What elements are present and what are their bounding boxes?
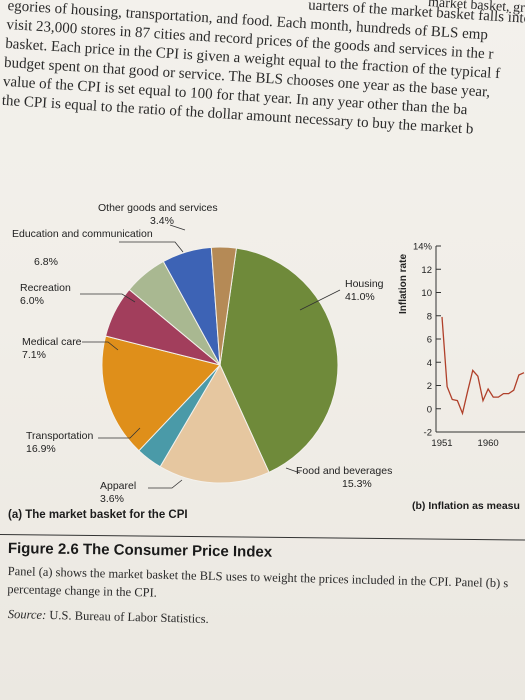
y-tick-label: 6: [427, 335, 432, 346]
y-tick-label: 2: [427, 381, 432, 392]
figure-caption: Panel (a) shows the market basket the BL…: [7, 562, 508, 610]
pie-slice-food-and-beverages: [159, 363, 270, 484]
leader-line: [82, 341, 119, 351]
leader-line: [119, 241, 184, 253]
pie-slice-housing: [219, 247, 339, 473]
leader-line: [80, 293, 136, 303]
label-other-goods: Other goods and services 3.4%: [98, 202, 218, 227]
x-tick-label: 1960: [478, 438, 499, 449]
y-tick-label: 10: [421, 288, 432, 299]
caption-divider: [0, 534, 525, 541]
source-label: Source:: [7, 607, 47, 622]
panel-b-caption: (b) Inflation as measu: [412, 500, 520, 512]
label-medical-care: Medical care 7.1%: [22, 336, 82, 361]
leader-line: [299, 289, 341, 311]
leader-line: [169, 224, 186, 231]
chart-area: Other goods and services 3.4% Education …: [0, 190, 525, 530]
label-housing: Housing 41.0%: [345, 278, 384, 303]
y-tick-label: 8: [427, 311, 432, 322]
leader-line: [148, 479, 183, 489]
figure-title: Figure 2.6 The Consumer Price Index: [7, 540, 273, 561]
y-axis-label: Inflation rate: [398, 254, 409, 314]
label-food-beverages: Food and beverages 15.3%: [296, 465, 393, 490]
label-apparel: Apparel 3.6%: [100, 480, 137, 505]
label-transportation: Transportation 16.9%: [26, 430, 94, 455]
pie-slice-transportation: [101, 335, 221, 452]
label-recreation: Recreation 6.0%: [20, 282, 71, 307]
y-tick-label: 12: [421, 265, 432, 276]
panel-a-caption: (a) The market basket for the CPI: [8, 509, 188, 521]
figure-source: Source: U.S. Bureau of Labor Statistics.: [8, 607, 209, 627]
label-education: Education and communication: [12, 228, 153, 240]
leader-line: [285, 467, 301, 474]
x-tick-label: 1951: [431, 438, 452, 449]
value-education: 6.8%: [34, 256, 58, 268]
y-tick-label: 14%: [413, 242, 433, 253]
y-tick-label: 0: [427, 404, 432, 415]
y-tick-label: -2: [424, 428, 432, 439]
inflation-line-chart: 14% 12 10 8 6 4 2 0 -2 Inflation rate 1951 1960: [398, 242, 525, 449]
inflation-series-line: [441, 316, 525, 416]
source-text: U.S. Bureau of Labor Statistics.: [49, 608, 209, 626]
leader-line: [98, 427, 141, 439]
pie-slice-other-goods-and-services: [210, 246, 237, 366]
y-tick-label: 4: [427, 358, 432, 369]
pie-chart: [80, 224, 341, 489]
